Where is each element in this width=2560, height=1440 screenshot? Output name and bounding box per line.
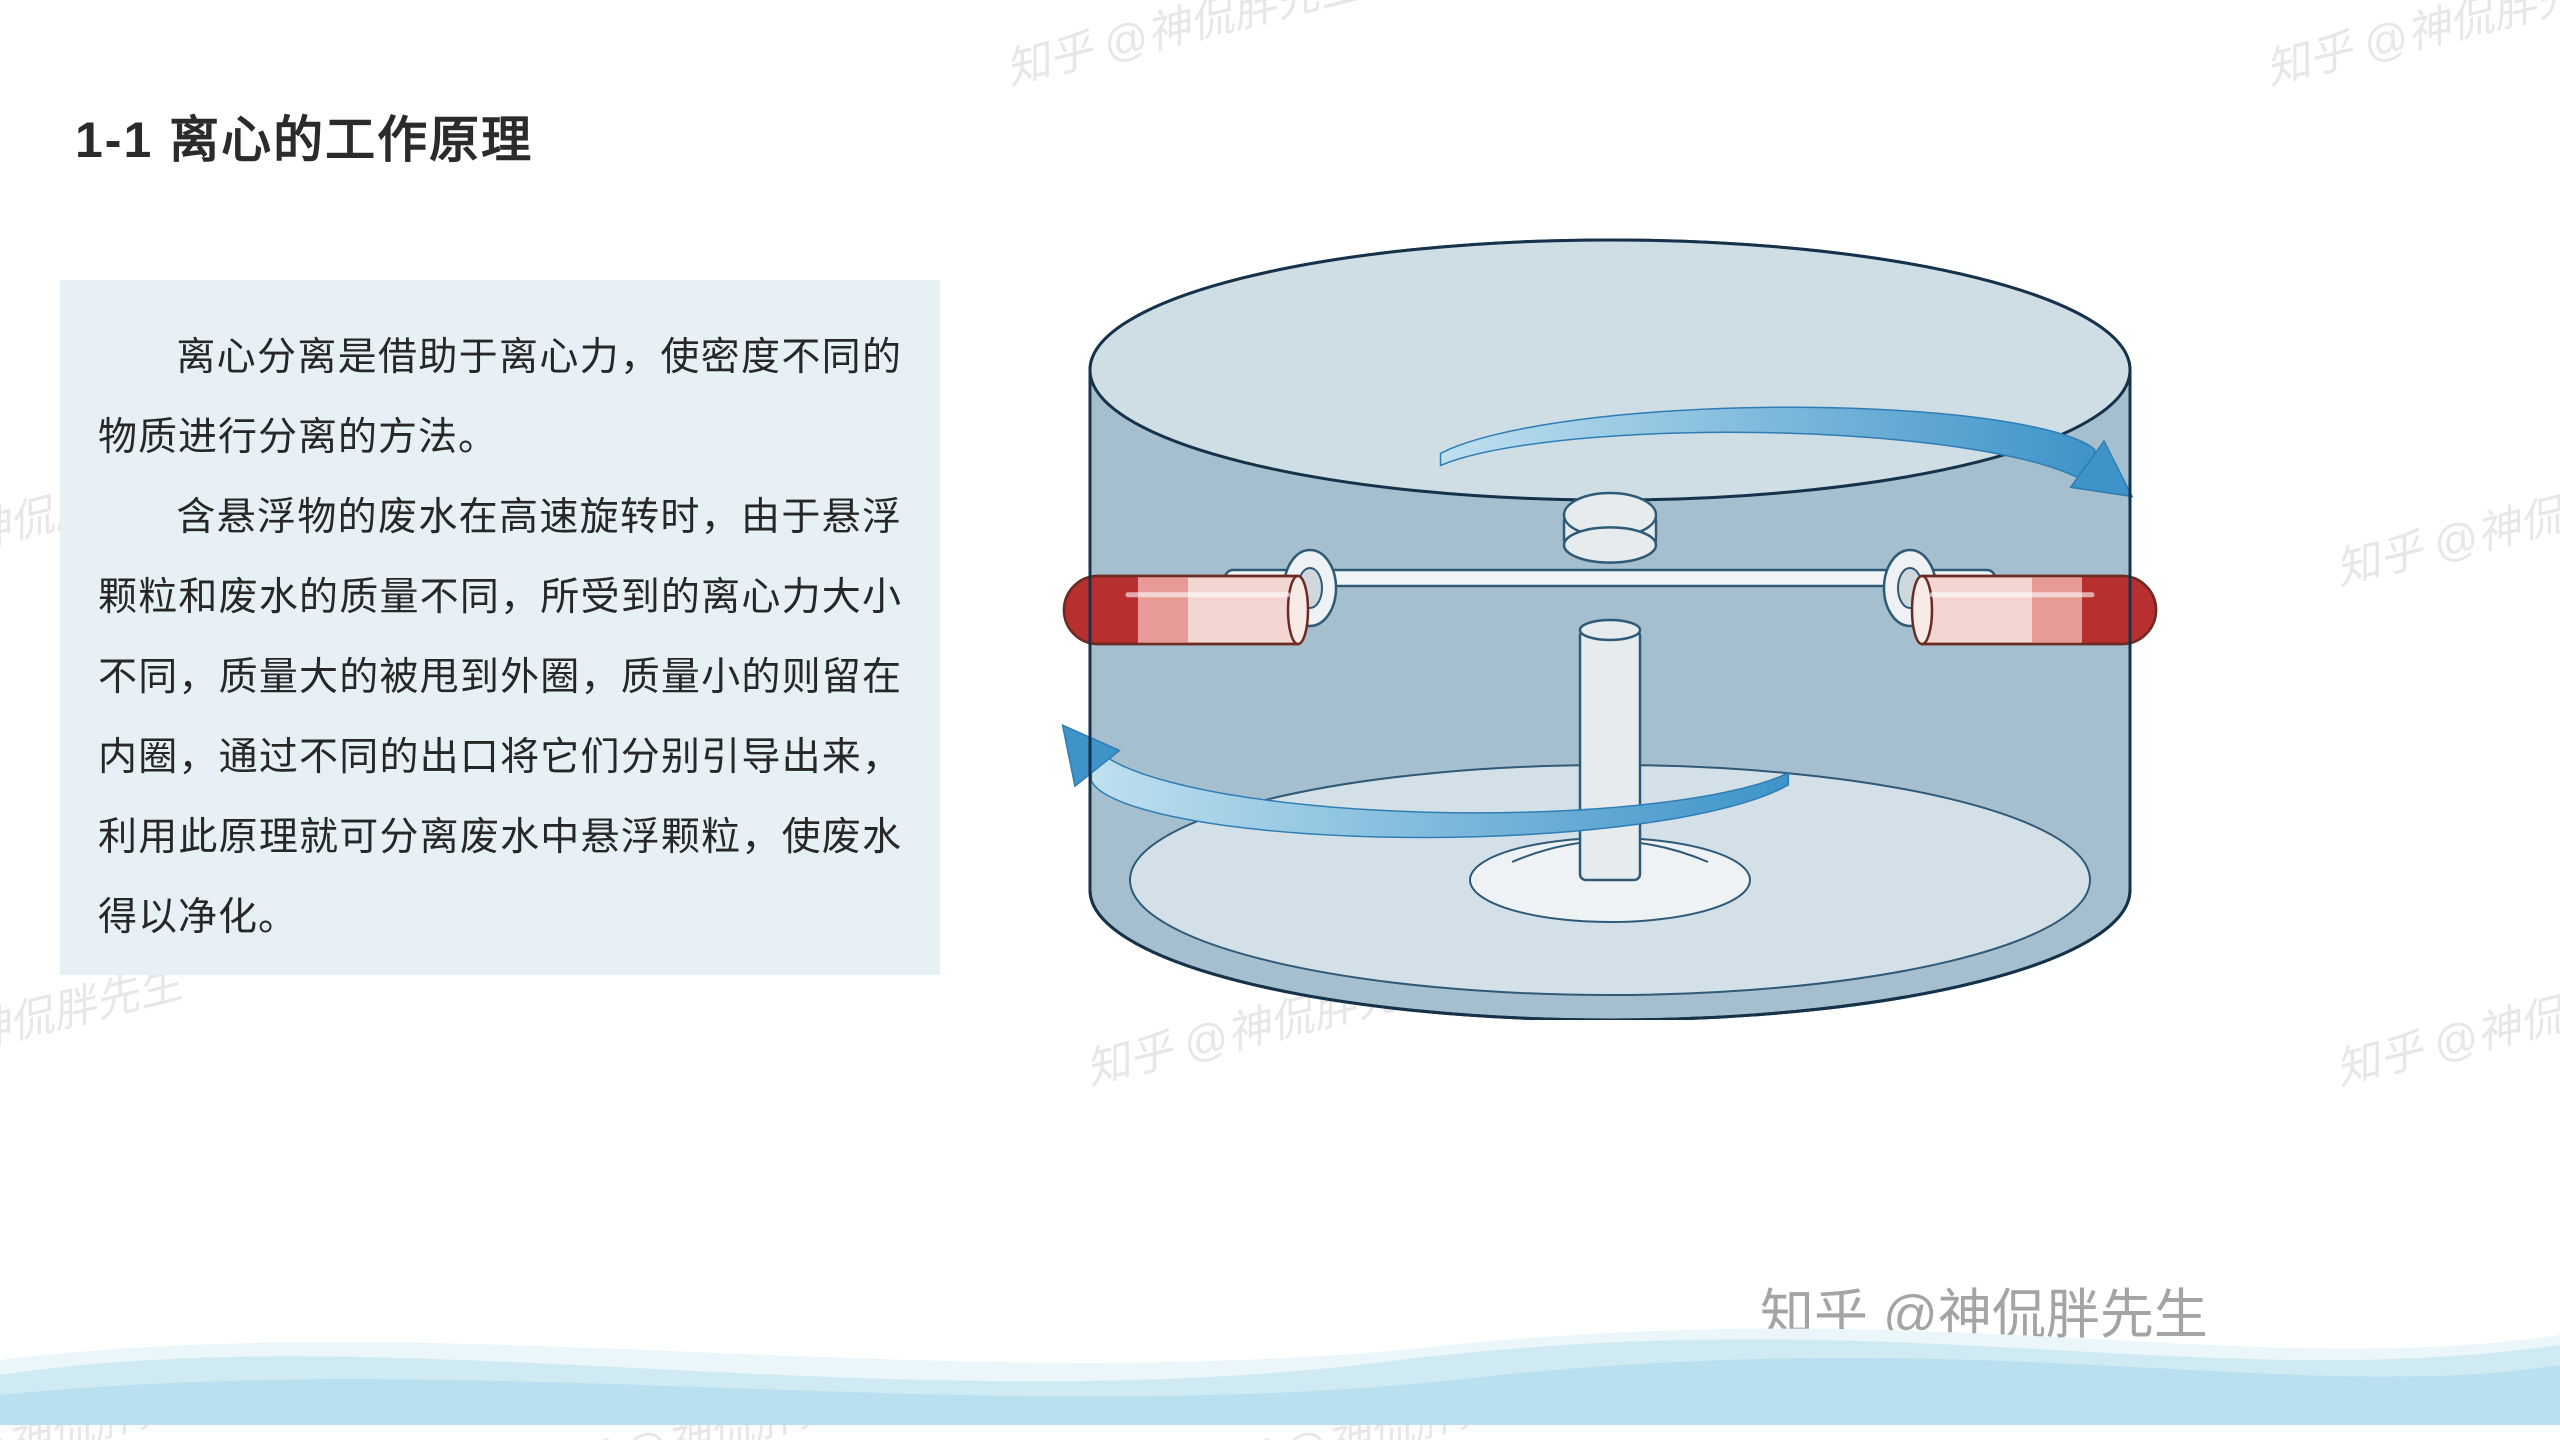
paragraph-2: 含悬浮物的废水在高速旋转时，由于悬浮颗粒和废水的质量不同，所受到的离心力大小不同… [98, 478, 902, 958]
paragraph-1: 离心分离是借助于离心力，使密度不同的物质进行分离的方法。 [98, 318, 902, 478]
slide-title: 1-1 离心的工作原理 [75, 100, 533, 172]
slide: 知乎 @神侃胖先生知乎 @神侃胖先生知乎 @神侃胖先生知乎 @神侃胖先生知乎 @… [0, 0, 2560, 1440]
paragraph-1-text: 离心分离是借助于离心力，使密度不同的物质进行分离的方法。 [98, 336, 902, 459]
paragraph-2-text: 含悬浮物的废水在高速旋转时，由于悬浮颗粒和废水的质量不同，所受到的离心力大小不同… [98, 496, 902, 939]
decorative-wave [0, 1305, 2560, 1425]
text-box: 离心分离是借助于离心力，使密度不同的物质进行分离的方法。 含悬浮物的废水在高速旋… [60, 280, 940, 975]
centrifuge-diagram [980, 200, 2240, 1020]
